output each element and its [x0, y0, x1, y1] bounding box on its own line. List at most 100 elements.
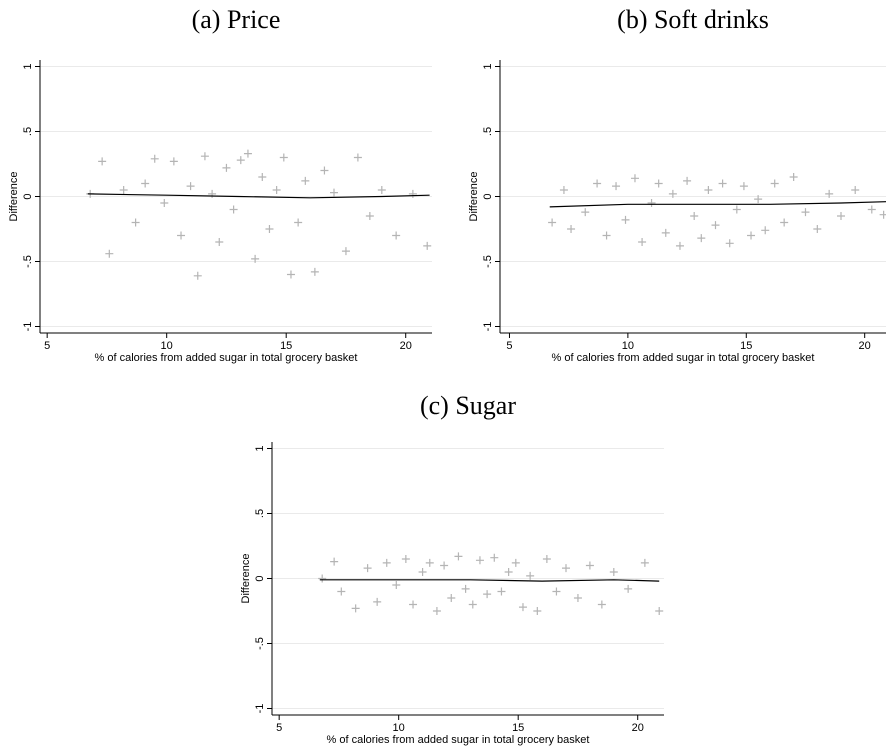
- point: [867, 205, 876, 214]
- point: [780, 218, 789, 227]
- point: [423, 241, 432, 250]
- point: [518, 603, 527, 612]
- point: [609, 568, 618, 576]
- point: [222, 163, 231, 172]
- point: [301, 176, 310, 185]
- point: [294, 218, 303, 227]
- point: [638, 238, 647, 246]
- point: [504, 568, 513, 576]
- point: [320, 166, 329, 175]
- point: [229, 205, 238, 214]
- point: [813, 225, 822, 233]
- point: [562, 564, 570, 573]
- y-tick-label: 1: [22, 63, 34, 69]
- point: [630, 174, 639, 183]
- y-tick-label: -1: [254, 704, 266, 714]
- point: [341, 247, 350, 256]
- point: [330, 188, 338, 197]
- point: [440, 561, 449, 570]
- point: [392, 581, 401, 589]
- point: [602, 231, 611, 240]
- x-tick-label: 5: [276, 722, 282, 734]
- point: [310, 267, 319, 276]
- point: [141, 179, 150, 188]
- point: [425, 558, 434, 567]
- point: [654, 179, 663, 188]
- point: [559, 186, 568, 194]
- point: [461, 584, 470, 593]
- point: [825, 189, 834, 198]
- point: [837, 212, 846, 220]
- point: [612, 182, 621, 191]
- point: [177, 231, 186, 240]
- point: [377, 186, 386, 194]
- point: [490, 553, 499, 562]
- point: [193, 271, 202, 280]
- point: [851, 186, 860, 194]
- point: [624, 584, 633, 593]
- point: [542, 555, 551, 563]
- y-tick-label: .5: [22, 127, 34, 136]
- x-tick-label: 20: [400, 340, 412, 352]
- point: [711, 221, 720, 230]
- point: [150, 154, 159, 163]
- point: [789, 173, 798, 181]
- point: [98, 157, 107, 166]
- point: [447, 594, 456, 602]
- chart-title: (b) Soft drinks: [617, 5, 769, 34]
- point: [761, 226, 770, 235]
- point: [215, 238, 224, 246]
- fit-line: [549, 201, 886, 208]
- point: [272, 186, 281, 194]
- point: [621, 215, 630, 224]
- point: [497, 587, 506, 596]
- point: [105, 249, 114, 258]
- point: [683, 176, 692, 185]
- y-tick-label: -1: [22, 322, 34, 332]
- point: [483, 590, 492, 599]
- point: [169, 157, 178, 166]
- point: [526, 571, 535, 580]
- y-tick-label: 1: [254, 445, 266, 451]
- point: [647, 199, 656, 207]
- x-tick-label: 20: [859, 340, 871, 352]
- y-tick-label: -.5: [254, 637, 266, 650]
- point: [770, 179, 779, 188]
- point: [243, 149, 252, 158]
- point: [236, 156, 245, 165]
- x-tick-label: 15: [512, 722, 524, 734]
- point: [351, 604, 360, 613]
- point: [251, 254, 260, 263]
- y-axis-label: Difference: [468, 172, 480, 222]
- chart-title: (c) Sugar: [420, 391, 516, 420]
- point: [258, 173, 267, 181]
- x-axis-label: % of calories from added sugar in total …: [552, 352, 815, 364]
- point: [475, 556, 484, 565]
- y-tick-label: 1: [482, 63, 494, 69]
- chart-title: (a) Price: [192, 5, 281, 34]
- x-tick-label: 15: [740, 340, 752, 352]
- x-tick-label: 20: [632, 722, 644, 734]
- x-tick-label: 5: [44, 340, 50, 352]
- point: [382, 558, 391, 567]
- point: [552, 587, 561, 596]
- point: [186, 182, 195, 191]
- point: [725, 239, 734, 248]
- point: [373, 597, 382, 606]
- point: [330, 557, 339, 566]
- y-tick-label: 0: [22, 193, 34, 199]
- point: [548, 218, 557, 227]
- point: [353, 153, 362, 162]
- x-tick-label: 15: [280, 340, 292, 352]
- point: [468, 600, 477, 609]
- point: [718, 179, 727, 188]
- point: [597, 600, 606, 609]
- point: [567, 225, 576, 233]
- x-tick-label: 5: [506, 340, 512, 352]
- point: [581, 208, 590, 217]
- point: [754, 195, 763, 204]
- fit-line: [319, 579, 660, 582]
- point: [418, 568, 427, 576]
